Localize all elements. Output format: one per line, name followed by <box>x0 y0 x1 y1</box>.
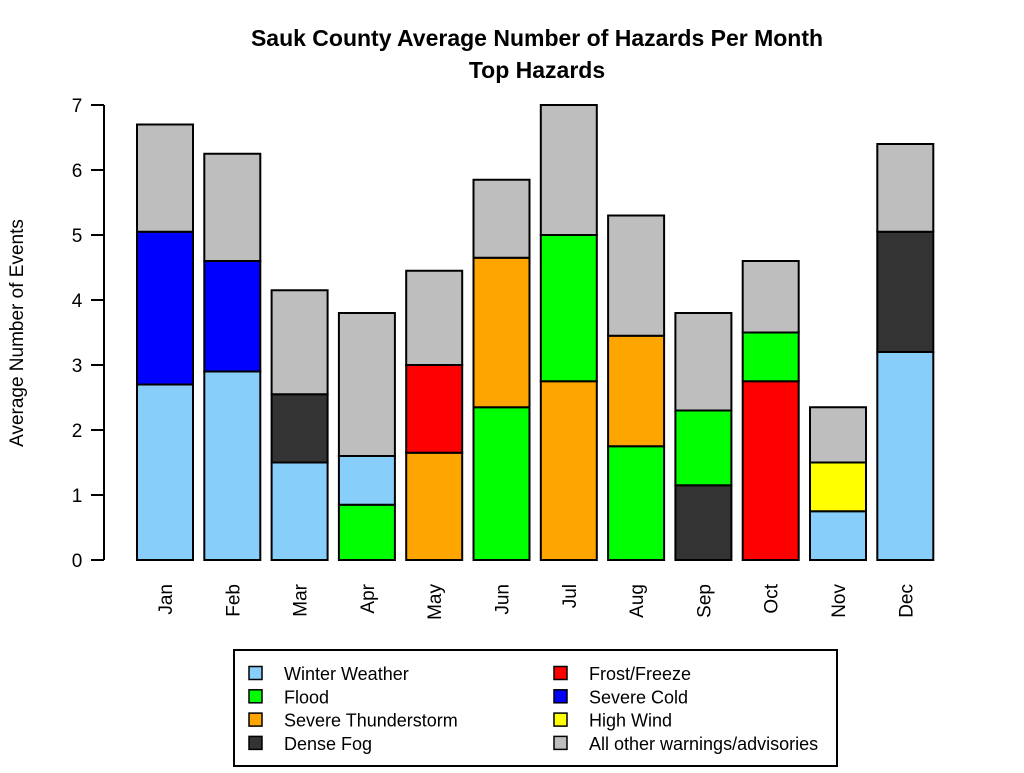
bar-segment-other-feb <box>203 152 262 262</box>
y-tick-label: 7 <box>72 96 83 117</box>
bar-segment-other-mar <box>270 289 329 396</box>
bars-group <box>136 104 935 561</box>
bar-segment-flood-oct <box>741 331 800 383</box>
legend-swatch-frost <box>553 665 568 681</box>
bar-segment-winter-jan <box>136 383 194 561</box>
bar-stack-nov <box>809 406 867 561</box>
legend-label-thunder: Severe Thunderstorm <box>284 711 458 731</box>
x-tick-label: Feb <box>223 584 244 617</box>
legend-label-winter: Winter Weather <box>284 664 409 684</box>
x-tick-label: Mar <box>291 583 312 616</box>
bar-segment-fog-dec <box>876 230 935 353</box>
chart-title: Sauk County Average Number of Hazards Pe… <box>251 25 823 51</box>
bar-segment-thunder-may <box>405 451 464 561</box>
legend: Winter Weather Flood Severe Thunderstorm De… <box>233 649 838 767</box>
y-axis-label: Average Number of Events <box>7 219 28 447</box>
legend-label-frost: Frost/Freeze <box>589 664 691 684</box>
bar-segment-other-apr <box>337 312 396 457</box>
bar-segment-frost-may <box>405 364 464 454</box>
bar-segment-thunder-jul <box>539 380 598 561</box>
y-tick-label: 2 <box>72 421 83 442</box>
bar-stack-apr <box>337 312 396 561</box>
bar-segment-wind-nov <box>809 461 867 513</box>
bar-segment-flood-sep <box>674 409 733 487</box>
bar-segment-winter-mar <box>270 461 329 561</box>
y-tick-label: 0 <box>72 551 83 572</box>
bar-stack-mar <box>270 289 329 561</box>
bar-stack-jan <box>136 123 194 561</box>
bar-segment-winter-feb <box>203 370 262 561</box>
bar-segment-other-oct <box>741 260 800 334</box>
legend-swatch-flood <box>248 689 263 704</box>
bar-segment-other-jan <box>136 123 194 233</box>
x-tick-label: Nov <box>829 584 850 618</box>
x-tick-label: Jul <box>560 584 581 608</box>
legend-swatch-wind <box>553 712 568 727</box>
bar-segment-frost-oct <box>741 380 800 561</box>
bar-segment-other-aug <box>607 214 666 337</box>
y-tick-label: 5 <box>72 226 83 247</box>
bar-segment-other-dec <box>876 143 935 233</box>
y-tick-label: 3 <box>72 356 83 377</box>
bar-segment-flood-jul <box>539 234 598 383</box>
bar-segment-flood-apr <box>337 503 396 561</box>
bar-segment-other-sep <box>674 312 733 412</box>
y-tick-label: 6 <box>72 161 83 182</box>
y-axis: 0 1 2 3 4 5 6 7 <box>72 96 105 572</box>
bar-segment-thunder-jun <box>472 256 531 409</box>
x-tick-label: May <box>425 584 446 620</box>
bar-segment-cold-feb <box>203 260 262 373</box>
x-tick-label: Sep <box>694 584 715 618</box>
legend-swatch-cold <box>553 689 568 704</box>
legend-swatch-thunder <box>248 712 263 727</box>
legend-swatch-other <box>553 735 568 751</box>
bar-segment-cold-jan <box>136 230 194 386</box>
bar-segment-other-nov <box>809 406 867 464</box>
bar-segment-other-jul <box>539 104 598 236</box>
legend-swatch-fog <box>248 735 263 751</box>
bar-segment-other-jun <box>472 178 531 259</box>
bar-stack-sep <box>674 312 733 561</box>
x-tick-label: Aug <box>627 584 648 618</box>
legend-label-fog: Dense Fog <box>284 734 372 754</box>
bar-segment-flood-jun <box>472 406 531 561</box>
x-tick-label: Oct <box>762 583 783 613</box>
bar-stack-may <box>405 269 464 561</box>
x-tick-label: Jan <box>156 584 177 615</box>
legend-label-cold: Severe Cold <box>589 687 688 707</box>
bar-segment-thunder-aug <box>607 334 666 448</box>
y-tick-label: 4 <box>72 291 83 312</box>
bar-segment-winter-dec <box>876 351 935 561</box>
bar-segment-other-may <box>405 269 464 366</box>
bar-stack-feb <box>203 152 262 561</box>
legend-label-flood: Flood <box>284 687 329 707</box>
y-tick-label: 1 <box>72 486 83 507</box>
bar-segment-winter-nov <box>809 510 867 561</box>
bar-stack-jul <box>539 104 598 561</box>
chart-subtitle: Top Hazards <box>469 57 605 83</box>
bar-stack-jun <box>472 178 531 561</box>
legend-box <box>233 649 838 767</box>
bar-stack-dec <box>876 143 935 561</box>
bar-segment-winter-apr <box>337 455 396 506</box>
bar-stack-oct <box>741 260 800 561</box>
x-tick-label: Dec <box>896 584 917 618</box>
x-tick-label: Jun <box>493 584 514 615</box>
bar-segment-fog-sep <box>674 484 733 561</box>
legend-label-other: All other warnings/advisories <box>589 734 818 754</box>
bar-stack-aug <box>607 214 666 561</box>
legend-swatch-winter <box>248 665 263 681</box>
bar-segment-fog-mar <box>270 393 329 464</box>
x-axis-labels: Jan Feb Mar Apr May Jun Jul Aug Sep Oct Nov Dec <box>156 583 917 620</box>
x-tick-label: Apr <box>358 583 379 613</box>
legend-label-wind: High Wind <box>589 711 672 731</box>
bar-segment-flood-aug <box>607 445 666 561</box>
